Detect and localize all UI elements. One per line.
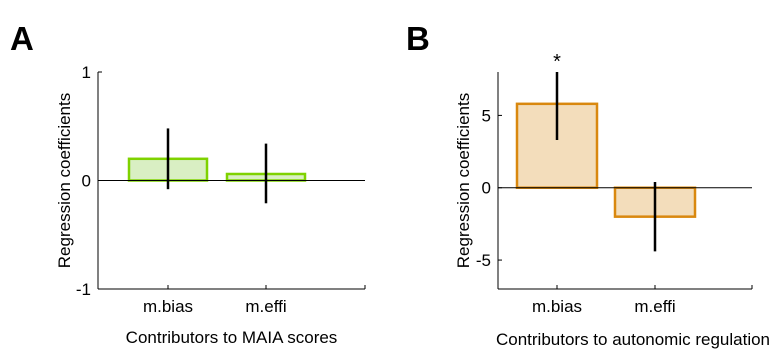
panel-letter: B bbox=[406, 20, 430, 57]
panel-b: B -5 0 5 * m.bias m.effi Contributors to autono… bbox=[406, 20, 770, 349]
y-axis-label: Regression coefficients bbox=[454, 93, 473, 268]
x-axis-label: Contributors to MAIA scores bbox=[126, 328, 338, 347]
y-axis-label: Regression coefficients bbox=[55, 93, 74, 268]
y-tick-label: 0 bbox=[82, 172, 91, 191]
panel-a: A -1 0 1 m.bias m.effi Contributors to MAIA sc… bbox=[10, 20, 366, 347]
x-tick-label: m.bias bbox=[143, 297, 193, 316]
y-tick-label: 1 bbox=[82, 63, 91, 82]
x-tick-label: m.effi bbox=[634, 297, 675, 316]
panel-letter: A bbox=[10, 20, 34, 57]
y-tick-label: -1 bbox=[76, 280, 91, 299]
y-tick-label: 0 bbox=[482, 179, 491, 198]
y-tick-label: -5 bbox=[476, 251, 491, 270]
x-tick-label: m.effi bbox=[245, 297, 286, 316]
y-tick-label: 5 bbox=[482, 106, 491, 125]
significance-star: * bbox=[553, 51, 561, 73]
x-tick-label: m.bias bbox=[532, 297, 582, 316]
x-axis-label: Contributors to autonomic regulation bbox=[496, 330, 770, 349]
